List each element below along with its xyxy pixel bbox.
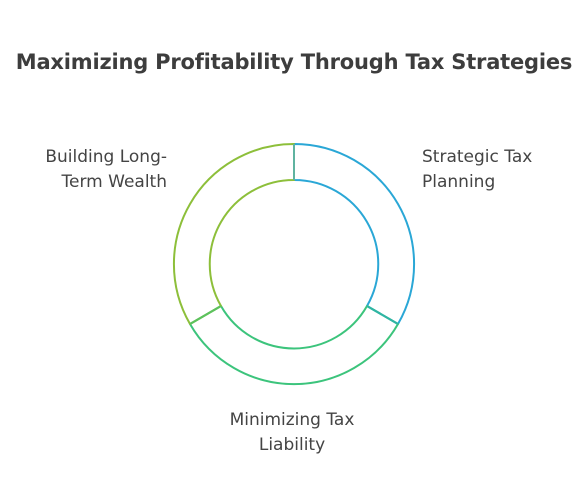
label-line: Building Long- (45, 147, 167, 167)
label-line: Liability (258, 435, 326, 455)
label-line: Term Wealth (61, 172, 167, 192)
label-strategic-tax-planning: Strategic Tax Planning (422, 145, 582, 195)
label-line: Minimizing Tax (229, 410, 355, 430)
segment-building-long-term-wealth (172, 143, 295, 325)
label-line: Strategic Tax (422, 147, 533, 167)
label-minimizing-tax-liability: Minimizing Tax Liability (192, 408, 392, 458)
segment-strategic-tax-planning (293, 143, 416, 325)
label-line: Planning (422, 172, 496, 192)
label-building-long-term-wealth: Building Long- Term Wealth (20, 145, 167, 195)
divider-lower-right (366, 305, 399, 325)
diagram-title: Maximizing Profitability Through Tax Str… (15, 50, 573, 74)
segment-minimizing-tax-liability (189, 305, 399, 386)
divider-lower-left (189, 305, 222, 325)
